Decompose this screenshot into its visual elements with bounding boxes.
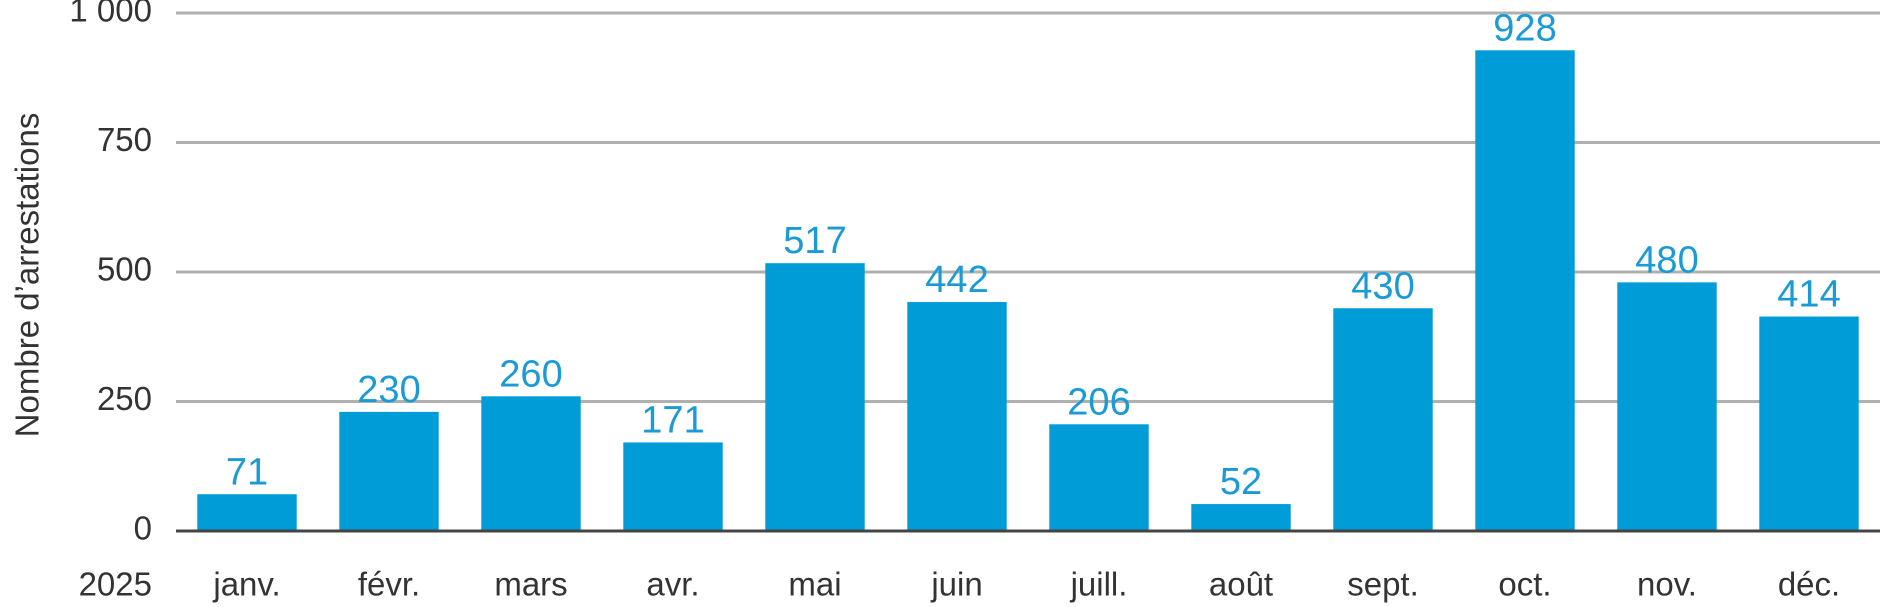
bar <box>765 263 865 531</box>
value-label: 71 <box>226 451 268 493</box>
x-tick-label: sept. <box>1347 566 1419 603</box>
bar <box>1049 424 1149 531</box>
bar <box>1475 50 1575 532</box>
x-tick-label: nov. <box>1637 566 1697 603</box>
x-tick-label: oct. <box>1498 566 1551 603</box>
value-label: 171 <box>641 399 704 441</box>
x-tick-label: mars <box>494 566 567 603</box>
bar <box>339 411 439 531</box>
x-tick-label: févr. <box>358 566 420 603</box>
value-label: 480 <box>1635 239 1698 281</box>
x-tick-label: janv. <box>212 566 280 603</box>
x-tick-label: juin <box>930 566 982 603</box>
bar <box>1759 316 1859 531</box>
x-axis-title: 2025 <box>79 566 152 603</box>
value-label: 442 <box>925 259 988 301</box>
bar <box>623 442 723 531</box>
value-label: 260 <box>499 353 562 395</box>
value-label: 230 <box>357 369 420 411</box>
x-tick-label: déc. <box>1778 566 1840 603</box>
x-tick-label: mai <box>788 566 841 603</box>
bar <box>1617 282 1717 531</box>
bar <box>1191 504 1291 531</box>
y-tick-label: 250 <box>97 380 152 417</box>
y-tick-label: 1 000 <box>69 0 152 29</box>
x-tick-label: juill. <box>1070 566 1128 603</box>
y-tick-label: 0 <box>134 510 152 547</box>
x-tick-label: avr. <box>646 566 699 603</box>
y-tick-label: 750 <box>97 121 152 158</box>
value-label: 430 <box>1351 265 1414 307</box>
value-label: 206 <box>1067 381 1130 423</box>
y-axis-title: Nombre d’arrestations <box>9 113 46 438</box>
value-label: 928 <box>1493 7 1556 49</box>
bar <box>907 302 1007 531</box>
bar <box>197 494 297 531</box>
value-label: 517 <box>783 220 846 262</box>
x-tick-label: août <box>1209 566 1273 603</box>
bar <box>1333 308 1433 531</box>
y-tick-label: 500 <box>97 251 152 288</box>
value-label: 414 <box>1777 274 1840 316</box>
bar <box>481 396 581 531</box>
value-label: 52 <box>1220 461 1262 503</box>
